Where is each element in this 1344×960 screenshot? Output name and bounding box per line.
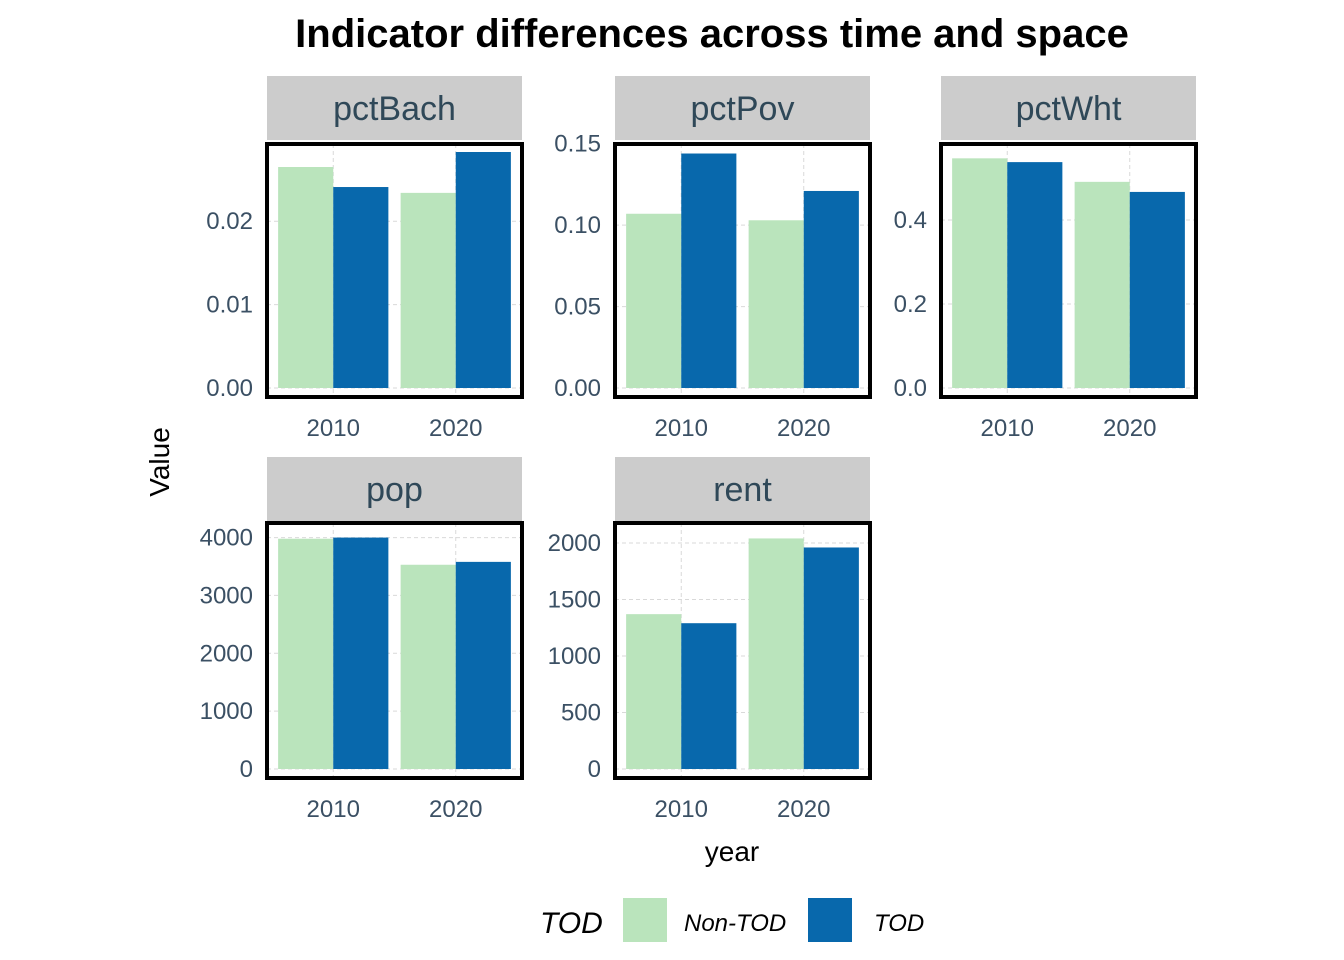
facet-strip-label: rent (713, 471, 772, 509)
chart-title: Indicator differences across time and sp… (295, 12, 1129, 56)
y-tick-label: 0.15 (554, 131, 601, 158)
legend-key-TOD (808, 898, 852, 942)
bar-Non-TOD-2020 (748, 538, 804, 769)
facet-pctPov: pctPov 0.00 0.05 0.10 0.15 2010 2020 (554, 76, 872, 442)
y-tick-label: 0.02 (206, 208, 253, 235)
facet-pop: pop 0 1000 2000 3000 4000 2010 2020 (200, 457, 524, 823)
y-tick-label: 1000 (548, 643, 601, 670)
x-tick-label: 2010 (655, 796, 708, 823)
facet-strip (615, 76, 870, 140)
facet-strip-label: pop (366, 471, 423, 509)
panel-border (613, 142, 872, 399)
x-tick-label: 2020 (429, 415, 482, 442)
bar-TOD-2020 (455, 152, 511, 388)
legend-label: Non-TOD (684, 910, 786, 937)
y-tick-label: 2000 (200, 640, 253, 667)
y-tick-label: 0.00 (206, 375, 253, 402)
bar-Non-TOD-2020 (400, 564, 456, 769)
legend-title: TOD (540, 907, 603, 940)
bar-Non-TOD-2020 (748, 220, 804, 388)
facet-strip-label: pctWht (1016, 90, 1122, 128)
bar-TOD-2020 (803, 190, 859, 388)
bar-Non-TOD-2020 (400, 192, 456, 388)
y-tick-label: 0.4 (894, 207, 927, 234)
y-tick-label: 1500 (548, 586, 601, 613)
legend: TOD Non-TOD TOD (540, 898, 924, 942)
bar-TOD-2020 (1129, 191, 1185, 388)
facet-pctWht: pctWht 0.0 0.2 0.4 2010 2020 (894, 76, 1198, 442)
bar-TOD-2010 (333, 537, 389, 769)
panel-border (265, 521, 524, 780)
x-tick-label: 2020 (777, 415, 830, 442)
x-axis-title: year (705, 836, 759, 867)
bar-Non-TOD-2010 (626, 614, 682, 769)
y-tick-label: 0 (240, 756, 253, 783)
y-axis-title: Value (144, 427, 175, 497)
bar-Non-TOD-2010 (626, 213, 682, 388)
bar-TOD-2020 (455, 561, 511, 769)
y-tick-label: 0.10 (554, 212, 601, 239)
facet-strip-label: pctBach (333, 90, 456, 128)
bar-TOD-2010 (681, 623, 737, 769)
facet-pctBach: pctBach 0.00 0.01 0.02 2010 2020 (206, 76, 524, 442)
panel-border (939, 142, 1198, 399)
facet-rent: rent 0 500 1000 1500 2000 2010 2020 (548, 457, 872, 823)
y-tick-label: 0.2 (894, 291, 927, 318)
panel-border (613, 521, 872, 780)
y-tick-label: 0.00 (554, 375, 601, 402)
x-tick-label: 2010 (981, 415, 1034, 442)
bar-TOD-2010 (681, 153, 737, 388)
bar-TOD-2020 (803, 547, 859, 769)
y-tick-label: 3000 (200, 582, 253, 609)
bar-Non-TOD-2020 (1074, 181, 1130, 388)
legend-key-Non-TOD (623, 898, 667, 942)
bar-Non-TOD-2010 (278, 538, 334, 769)
bar-Non-TOD-2010 (278, 167, 334, 388)
facet-strip (615, 457, 870, 521)
y-tick-label: 0.01 (206, 292, 253, 319)
facet-strip (267, 457, 522, 521)
x-tick-label: 2020 (777, 796, 830, 823)
x-tick-label: 2020 (429, 796, 482, 823)
y-tick-label: 2000 (548, 530, 601, 557)
bar-Non-TOD-2010 (952, 158, 1008, 388)
bar-TOD-2010 (1007, 162, 1063, 388)
y-tick-label: 1000 (200, 698, 253, 725)
x-tick-label: 2010 (307, 415, 360, 442)
y-tick-label: 0.05 (554, 294, 601, 321)
facet-strip (267, 76, 522, 140)
bar-TOD-2010 (333, 187, 389, 388)
y-tick-label: 500 (561, 699, 601, 726)
facet-strip-label: pctPov (691, 90, 795, 128)
x-tick-label: 2010 (307, 796, 360, 823)
y-tick-label: 0.0 (894, 375, 927, 402)
panel-border (265, 142, 524, 399)
x-tick-label: 2010 (655, 415, 708, 442)
legend-label: TOD (874, 910, 924, 937)
facet-strip (941, 76, 1196, 140)
y-tick-label: 0 (588, 756, 601, 783)
y-tick-label: 4000 (200, 525, 253, 552)
x-tick-label: 2020 (1103, 415, 1156, 442)
